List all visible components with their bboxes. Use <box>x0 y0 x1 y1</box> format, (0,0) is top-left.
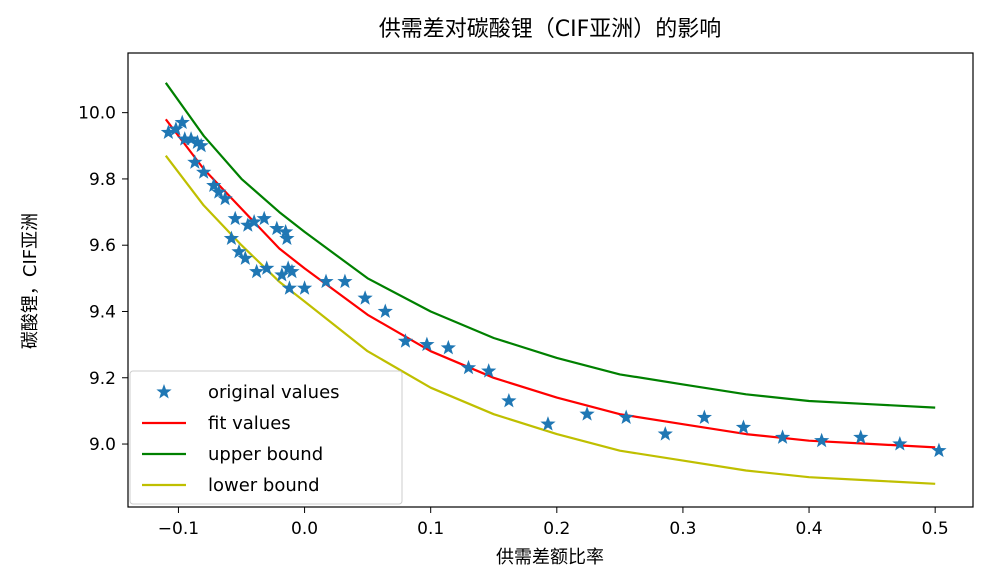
data-point <box>460 359 477 375</box>
y-tick-label: 9.2 <box>89 369 116 389</box>
y-tick-label: 9.6 <box>89 236 116 256</box>
legend-label-0: original values <box>208 382 340 403</box>
data-point <box>168 121 184 136</box>
data-point <box>931 442 947 458</box>
x-tick-label: −0.1 <box>158 519 199 539</box>
x-tick-label: 0.3 <box>669 519 696 539</box>
data-point <box>296 280 313 295</box>
legend-marker-0 <box>156 384 172 399</box>
y-tick-label: 10.0 <box>78 104 116 124</box>
axes-frame <box>127 52 974 508</box>
data-point <box>501 392 517 408</box>
data-point <box>269 220 285 236</box>
data-point <box>240 217 256 232</box>
data-point <box>853 429 869 444</box>
x-tick-label: 0.2 <box>543 519 570 539</box>
data-point <box>174 114 190 130</box>
data-point <box>281 280 298 295</box>
legend: original values fit values upper bound lowe… <box>129 370 403 505</box>
data-point <box>337 273 353 289</box>
series-line-2 <box>164 82 936 409</box>
data-point <box>206 177 222 193</box>
data-point <box>274 267 290 282</box>
y-tick-label: 9.4 <box>89 302 116 322</box>
data-point <box>397 333 414 348</box>
data-point <box>211 184 227 199</box>
data-point <box>540 416 556 431</box>
data-point <box>227 210 243 226</box>
data-point <box>193 137 209 153</box>
data-point <box>419 336 435 352</box>
data-point <box>246 214 262 229</box>
x-tick-label: 0.5 <box>922 519 949 539</box>
data-point <box>357 290 373 305</box>
data-point <box>160 124 176 139</box>
data-point <box>892 436 908 451</box>
data-point <box>278 223 294 239</box>
plot-area: −0.1 0.0 0.1 0.2 0.3 0.4 0.5 9.0 9.2 9.4 9.6 9.8 10.… <box>78 82 949 539</box>
data-point <box>189 134 205 149</box>
data-point <box>579 406 595 421</box>
data-point <box>259 260 275 275</box>
data-point <box>231 243 247 259</box>
x-tick-label: 0.1 <box>417 519 444 539</box>
data-point <box>279 230 295 246</box>
data-point <box>618 409 634 424</box>
data-point <box>481 363 497 378</box>
data-point <box>249 263 265 279</box>
chart-title: 供需差对碳酸锂（CIF亚洲）的影响 <box>379 17 722 42</box>
x-tick-label: 0.0 <box>291 519 318 539</box>
data-point <box>237 250 253 265</box>
data-point <box>735 419 752 434</box>
legend-box <box>129 370 403 505</box>
data-point <box>284 263 300 279</box>
data-point <box>440 339 456 355</box>
data-point <box>223 230 240 246</box>
x-axis-label: 供需差额比率 <box>496 547 604 568</box>
data-point <box>177 131 193 146</box>
data-point <box>183 131 199 146</box>
y-tick-label: 9.8 <box>89 170 116 190</box>
legend-label-2: upper bound <box>208 444 323 465</box>
data-point <box>196 164 212 179</box>
data-point <box>256 210 272 226</box>
legend-label-3: lower bound <box>208 475 320 496</box>
data-point <box>774 429 791 444</box>
data-point <box>217 190 233 206</box>
data-point <box>187 154 203 169</box>
data-point <box>696 409 712 424</box>
y-axis-label: 碳酸锂，CIF亚洲 <box>20 213 41 349</box>
data-point <box>814 432 830 448</box>
data-point <box>280 260 296 275</box>
data-point <box>377 303 393 318</box>
legend-label-1: fit values <box>208 413 291 434</box>
x-tick-label: 0.4 <box>796 519 823 539</box>
series-line-3 <box>164 155 936 485</box>
y-tick-label: 9.0 <box>89 435 116 455</box>
data-point <box>657 426 673 441</box>
data-point <box>318 273 334 289</box>
